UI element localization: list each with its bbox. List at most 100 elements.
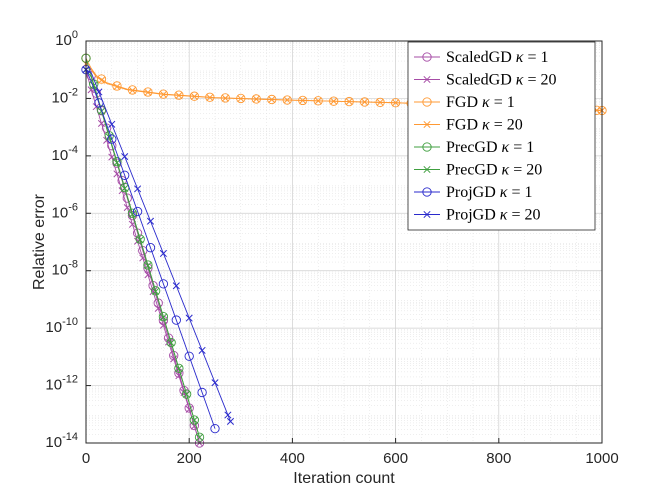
x-tick-label: 400 — [280, 450, 305, 467]
series-line-projgd-kappa-20 — [85, 69, 231, 422]
data-point-projgd-kappa-1 — [197, 387, 207, 398]
marker-stroke — [190, 92, 198, 101]
marker-stroke — [152, 287, 160, 295]
legend-label: ScaledGD κ = 1 — [446, 49, 548, 66]
y-tick-label: 10-8 — [52, 259, 78, 279]
legend-swatch-marker — [422, 52, 432, 62]
data-point-fgd-kappa-1 — [112, 81, 122, 91]
marker-stroke — [198, 346, 206, 354]
data-point-precgd-kappa-20 — [175, 365, 183, 373]
legend: ScaledGD κ = 1 ScaledGD κ = 20 FGD κ = 1 FG… — [407, 41, 596, 231]
y-axis-label: Relative error — [31, 193, 48, 290]
data-point-precgd-kappa-20 — [167, 339, 175, 347]
marker-stroke — [146, 217, 155, 225]
marker-stroke — [134, 185, 142, 193]
legend-label: PrecGD κ = 20 — [446, 162, 542, 179]
data-point-projgd-kappa-20 — [226, 417, 235, 426]
data-point-precgd-kappa-1 — [189, 415, 200, 425]
legend-swatch-marker — [422, 187, 432, 197]
series-scaledgd-kappa-20 — [82, 66, 204, 447]
legend-label: FGD κ = 20 — [446, 117, 523, 134]
marker-stroke — [190, 416, 198, 424]
marker-stroke — [314, 97, 322, 105]
legend-entry: FGD κ = 20 — [414, 117, 523, 134]
legend-label: FGD κ = 1 — [446, 94, 515, 111]
legend-label: ProjGD κ = 1 — [446, 184, 533, 201]
marker-stroke — [113, 83, 121, 91]
data-point-projgd-kappa-1 — [210, 423, 220, 434]
data-point-scaledgd-kappa-20 — [175, 372, 183, 380]
marker-stroke — [108, 153, 116, 161]
marker-stroke — [376, 98, 384, 106]
data-point-precgd-kappa-20 — [136, 236, 144, 244]
marker-stroke — [97, 119, 106, 128]
legend-entry: FGD κ = 1 — [414, 94, 515, 111]
x-tick-label: 600 — [383, 450, 408, 467]
data-point-precgd-kappa-1 — [151, 286, 161, 296]
data-point-precgd-kappa-1 — [174, 363, 184, 373]
plot-frame — [85, 40, 603, 444]
x-tick-label: 800 — [486, 450, 511, 467]
data-point-projgd-kappa-20 — [159, 249, 167, 258]
data-point-projgd-kappa-20 — [198, 346, 206, 354]
legend-entry: ScaledGD κ = 1 — [414, 49, 548, 66]
marker-stroke — [423, 120, 431, 129]
marker-stroke — [361, 98, 369, 106]
marker-stroke — [144, 262, 152, 270]
data-point-fgd-kappa-20 — [330, 97, 338, 105]
series-projgd-kappa-20 — [82, 66, 235, 426]
marker-stroke — [167, 339, 175, 347]
data-point-precgd-kappa-20 — [128, 210, 136, 218]
marker-stroke — [144, 88, 152, 96]
marker-stroke — [108, 120, 116, 128]
y-tick-label: 10-2 — [52, 86, 78, 106]
y-tick-label: 10-12 — [45, 374, 78, 394]
data-point-projgd-kappa-1 — [120, 170, 130, 180]
legend-swatch-marker — [423, 165, 431, 174]
data-point-fgd-kappa-20 — [221, 94, 229, 102]
data-point-fgd-kappa-20 — [314, 97, 322, 105]
legend-box — [407, 41, 596, 231]
marker-stroke — [211, 379, 219, 387]
data-point-scaledgd-kappa-20 — [108, 153, 116, 161]
data-point-fgd-kappa-20 — [113, 83, 121, 91]
series-precgd-kappa-20 — [82, 66, 204, 441]
legend-swatch-marker — [423, 120, 431, 129]
marker-stroke — [195, 433, 204, 441]
marker-stroke — [224, 411, 232, 419]
marker-stroke — [128, 210, 136, 218]
data-point-projgd-kappa-20 — [121, 153, 129, 161]
data-point-projgd-kappa-20 — [185, 314, 193, 322]
data-point-fgd-kappa-20 — [144, 88, 152, 96]
data-point-fgd-kappa-20 — [128, 86, 136, 95]
data-point-precgd-kappa-1 — [127, 208, 138, 218]
marker-stroke — [423, 210, 431, 219]
marker-stroke — [159, 313, 167, 321]
marker-stroke — [175, 372, 183, 380]
data-point-projgd-kappa-20 — [95, 88, 103, 96]
x-tick-label: 1000 — [585, 450, 618, 467]
marker-stroke — [113, 170, 121, 178]
data-point-projgd-kappa-1 — [184, 351, 194, 361]
data-point-projgd-kappa-20 — [224, 411, 232, 419]
data-point-precgd-kappa-20 — [159, 313, 167, 321]
legend-label: PrecGD κ = 1 — [446, 139, 534, 156]
data-point-fgd-kappa-20 — [237, 95, 245, 103]
marker-stroke — [183, 390, 191, 398]
data-point-precgd-kappa-1 — [135, 234, 145, 244]
marker-stroke — [159, 249, 167, 258]
legend-label: ScaledGD κ = 20 — [446, 72, 556, 89]
data-point-precgd-kappa-20 — [195, 433, 204, 441]
data-point-precgd-kappa-20 — [121, 184, 129, 192]
marker-stroke — [423, 165, 431, 174]
legend-label: ProjGD κ = 20 — [446, 207, 541, 224]
data-point-projgd-kappa-20 — [134, 185, 142, 193]
marker-stroke — [392, 99, 400, 107]
marker-stroke — [159, 90, 167, 98]
marker-stroke — [237, 95, 245, 103]
data-point-projgd-kappa-20 — [172, 282, 180, 290]
data-point-projgd-kappa-1 — [145, 243, 156, 253]
y-tick-label: 10-10 — [45, 316, 78, 336]
data-point-projgd-kappa-20 — [211, 379, 219, 387]
